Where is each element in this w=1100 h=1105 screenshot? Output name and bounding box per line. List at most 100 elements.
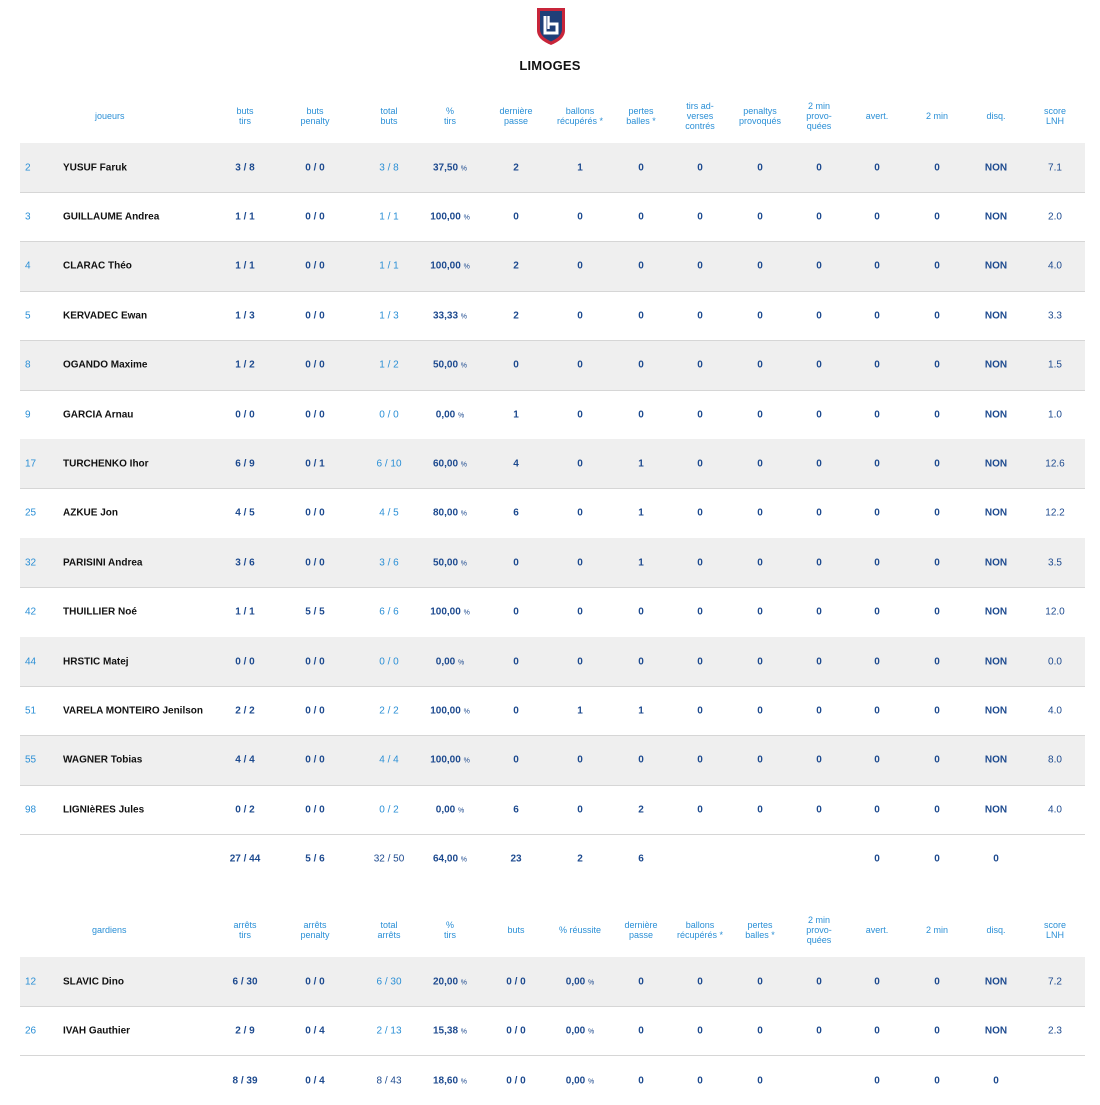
- buts-tirs: 0 / 0: [235, 409, 255, 420]
- pertes-balles: 1: [638, 557, 644, 569]
- disqualification: NON: [984, 1025, 1008, 1037]
- total-buts: 3 / 6: [379, 557, 399, 569]
- total-buts: 6 / 6: [379, 606, 399, 618]
- buts-penalty: 0 / 0: [305, 754, 325, 766]
- total-buts: 1 / 1: [379, 260, 399, 272]
- player-name: THUILLIER Noé: [63, 606, 137, 618]
- table-row: 26 IVAH Gauthier 2 / 9 0 / 4 2 / 13 15,38 % 0 …: [20, 1006, 1085, 1057]
- disqualification: NON: [984, 754, 1008, 766]
- total-ballons-recuperes: 2: [577, 853, 583, 864]
- total-disqualification: 0: [993, 853, 999, 864]
- total-buts: 1 / 2: [379, 359, 399, 371]
- total-arrets: 2 / 13: [376, 1025, 402, 1037]
- disqualification: NON: [984, 260, 1008, 272]
- pct-tirs: 80,00 %: [432, 507, 468, 519]
- player-number: 98: [25, 804, 37, 816]
- player-name: GUILLAUME Andrea: [63, 211, 160, 223]
- total-disqualification: 0: [993, 1075, 999, 1086]
- pct-tirs: 0,00 %: [435, 409, 465, 420]
- 2min-provoquees: 0: [816, 359, 822, 371]
- penaltys-provoques: 0: [757, 606, 763, 618]
- table-row: 5 KERVADEC Ewan 1 / 3 0 / 0 1 / 3 33,33 % 2 0 0 0…: [20, 291, 1085, 342]
- pertes-balles: 0: [638, 211, 644, 223]
- 2min-provoquees: 0: [816, 162, 822, 173]
- avertissements: 0: [874, 976, 880, 987]
- 2min: 0: [934, 804, 940, 816]
- players-header-13: disq.: [986, 111, 1006, 121]
- goalies-header-0: gardiens: [92, 925, 127, 935]
- total-arrets-tirs: 8 / 39: [232, 1075, 258, 1086]
- ballons-recuperes: 0: [577, 606, 583, 618]
- score-lnh: 12.0: [1045, 606, 1065, 618]
- penaltys-provoques: 0: [757, 754, 763, 766]
- derniere-passe: 0: [513, 359, 519, 371]
- total-arrets-penalty: 0 / 4: [305, 1075, 325, 1086]
- pct-tirs: 50,00 %: [432, 359, 468, 371]
- total-pertes-balles: 6: [638, 853, 644, 864]
- score-lnh: 2.0: [1048, 211, 1062, 223]
- disqualification: NON: [984, 507, 1008, 519]
- score-lnh: 3.3: [1048, 310, 1062, 322]
- arrets-tirs: 6 / 30: [232, 976, 258, 987]
- 2min-provoquees: 0: [816, 211, 822, 223]
- 2min-provoquees: 0: [816, 458, 822, 470]
- pertes-balles: 1: [638, 507, 644, 519]
- pertes-balles: 0: [638, 162, 644, 173]
- ballons-recuperes: 0: [577, 507, 583, 519]
- players-header-12: 2 min: [925, 111, 949, 121]
- goalies-header-5: buts: [507, 925, 525, 935]
- avertissements: 0: [874, 1025, 880, 1037]
- buts-penalty: 0 / 0: [305, 359, 325, 371]
- pct-reussite: 0,00 %: [565, 976, 595, 987]
- pertes-balles: 0: [638, 606, 644, 618]
- goalies-header-1: arrêts tirs: [233, 920, 257, 940]
- 2min-provoquees: 0: [816, 656, 822, 667]
- player-number: 2: [25, 162, 31, 173]
- total-buts: 1 / 1: [379, 211, 399, 223]
- total-derniere-passe: 0: [638, 1075, 644, 1086]
- table-row: 98 LIGNIèRES Jules 0 / 2 0 / 0 0 / 2 0,00 % 6 0…: [20, 785, 1085, 836]
- score-lnh: 3.5: [1048, 557, 1062, 569]
- penaltys-provoques: 0: [757, 705, 763, 717]
- buts-tirs: 3 / 8: [235, 162, 255, 173]
- 2min-provoquees: 0: [816, 804, 822, 816]
- tirs-contres: 0: [697, 507, 703, 519]
- table-row: 8 OGANDO Maxime 1 / 2 0 / 0 1 / 2 50,00 % 0 0 0 0…: [20, 340, 1085, 391]
- goalies-header-3: total arrêts: [377, 920, 401, 940]
- total-pct-tirs: 64,00 %: [432, 853, 468, 864]
- player-name: YUSUF Faruk: [63, 162, 127, 173]
- goalies-header-7: dernière passe: [624, 920, 658, 940]
- ballons-recuperes: 0: [577, 804, 583, 816]
- buts-tirs: 6 / 9: [235, 458, 255, 470]
- player-number: 9: [25, 409, 31, 420]
- disqualification: NON: [984, 557, 1008, 569]
- buts-penalty: 0 / 0: [305, 557, 325, 569]
- players-header-0: joueurs: [95, 111, 125, 121]
- ballons-recuperes: 0: [577, 310, 583, 322]
- tirs-contres: 0: [697, 310, 703, 322]
- penaltys-provoques: 0: [757, 458, 763, 470]
- avertissements: 0: [874, 705, 880, 717]
- buts-tirs: 0 / 2: [235, 804, 255, 816]
- total-buts: 4 / 5: [379, 507, 399, 519]
- player-name: HRSTIC Matej: [63, 656, 129, 667]
- player-name: PARISINI Andrea: [63, 557, 143, 569]
- tirs-contres: 0: [697, 705, 703, 717]
- total-avertissements: 0: [874, 853, 880, 864]
- table-row: 25 AZKUE Jon 4 / 5 0 / 0 4 / 5 80,00 % 6 0 1 0 0 0 0…: [20, 489, 1085, 539]
- buts-penalty: 0 / 0: [305, 705, 325, 717]
- derniere-passe: 0: [513, 557, 519, 569]
- disqualification: NON: [984, 162, 1008, 173]
- buts-tirs: 1 / 2: [235, 359, 255, 371]
- buts-penalty: 0 / 0: [305, 211, 325, 223]
- lnh-shield-icon: [537, 8, 565, 45]
- score-lnh: 7.2: [1048, 976, 1062, 987]
- pertes-balles: 0: [638, 754, 644, 766]
- ballons-recuperes: 0: [697, 1025, 703, 1037]
- buts-tirs: 1 / 1: [235, 260, 255, 272]
- 2min: 0: [934, 606, 940, 618]
- 2min-provoquees: 0: [816, 976, 822, 987]
- pct-tirs: 15,38 %: [432, 1025, 468, 1037]
- total-buts-tirs: 27 / 44: [229, 853, 261, 864]
- disqualification: NON: [984, 656, 1008, 667]
